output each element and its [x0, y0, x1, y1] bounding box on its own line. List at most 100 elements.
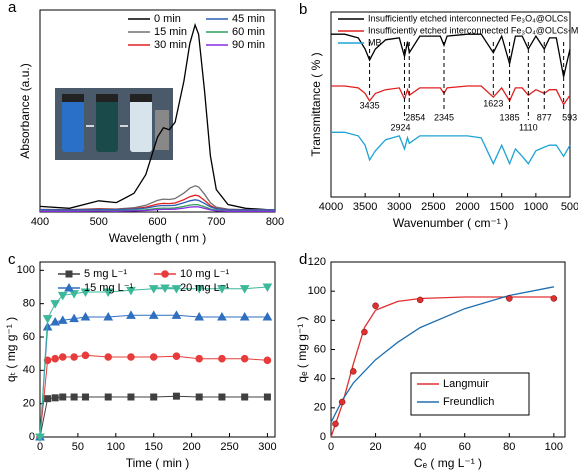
panel-label: d	[299, 251, 307, 268]
legend-label: Insufficiently etched interconnected Fe₃…	[368, 25, 578, 35]
x-tick-label: 4000	[319, 201, 343, 213]
marker	[240, 354, 249, 363]
marker	[127, 393, 135, 401]
legend-label: 45 min	[232, 13, 265, 25]
peak-label: 1623	[483, 98, 503, 108]
marker	[171, 310, 182, 319]
inset-photo	[55, 88, 173, 160]
peak-label: 2924	[390, 122, 410, 132]
legend-label: 0 min	[154, 13, 181, 25]
x-axis-label: Cₑ ( mg L⁻¹ )	[414, 456, 482, 470]
marker	[69, 290, 79, 299]
marker	[103, 311, 114, 321]
marker	[263, 356, 272, 365]
y-tick-label: 60	[23, 331, 35, 343]
y-tick-label: 80	[314, 314, 326, 326]
series-line	[39, 314, 268, 438]
marker	[80, 311, 91, 321]
marker	[172, 392, 180, 400]
y-tick-label: 20	[314, 402, 326, 414]
marker	[57, 291, 68, 301]
marker	[194, 285, 205, 294]
y-tick-label: 100	[17, 264, 35, 276]
y-axis-label: qₜ ( mg g⁻¹ )	[4, 317, 18, 382]
x-tick-label: 300	[258, 441, 276, 453]
marker	[262, 311, 273, 321]
marker	[126, 310, 136, 319]
x-tick-label: 100	[107, 441, 125, 453]
marker	[239, 311, 250, 321]
marker	[262, 283, 273, 293]
marker	[35, 433, 45, 443]
marker	[44, 395, 52, 403]
y-tick-label: 80	[23, 298, 35, 310]
plot-frame	[330, 11, 571, 198]
marker	[42, 315, 53, 324]
marker	[126, 286, 136, 296]
y-tick-label: 0	[29, 431, 35, 443]
data-point	[372, 302, 379, 309]
marker	[263, 393, 271, 401]
marker	[195, 393, 203, 401]
data-point	[338, 398, 346, 406]
data-point	[550, 295, 558, 302]
marker	[217, 285, 227, 294]
marker	[148, 310, 159, 319]
data-point	[361, 328, 368, 336]
panel-label: c	[8, 251, 16, 268]
marker	[51, 354, 59, 363]
series-line	[330, 296, 554, 438]
peak-label: 1110	[519, 122, 538, 132]
y-tick-label: 20	[23, 398, 35, 410]
legend-label: 15 min	[154, 26, 187, 38]
y-tick-label: 60	[314, 343, 326, 355]
series-line	[331, 131, 571, 166]
data-point	[350, 368, 357, 375]
peak-label: 877	[537, 112, 552, 122]
legend-label: Insufficiently etched interconnected Fe₃…	[368, 13, 568, 23]
legend-label: Freundlich	[443, 396, 494, 408]
marker	[218, 393, 226, 401]
marker	[172, 352, 181, 360]
x-axis-label: Time ( min )	[126, 456, 190, 470]
x-tick-label: 600	[148, 216, 166, 228]
x-tick-label: 80	[503, 441, 515, 453]
series-line	[39, 286, 268, 438]
peak-label: 2345	[434, 112, 454, 122]
legend-label: 5 mg L⁻¹	[84, 268, 127, 280]
marker	[194, 311, 205, 321]
marker	[51, 394, 59, 402]
peak-label: 593	[562, 112, 577, 122]
marker	[104, 393, 112, 401]
x-tick-label: 2000	[455, 201, 479, 213]
y-axis-label: Transmittance ( % )	[309, 52, 323, 156]
x-tick-label: 200	[182, 441, 200, 453]
legend-label: 60 min	[232, 26, 265, 38]
peak-label: 3435	[360, 100, 380, 110]
marker	[218, 354, 226, 363]
peak-label: 1385	[500, 112, 520, 122]
plot-frame	[330, 261, 566, 438]
marker	[239, 285, 250, 294]
x-tick-label: 3500	[353, 201, 377, 213]
x-tick-label: 400	[31, 216, 49, 228]
peak-label: 2854	[405, 112, 425, 122]
x-tick-label: 150	[145, 441, 163, 453]
marker	[59, 393, 67, 401]
marker	[127, 353, 135, 361]
marker	[65, 270, 73, 278]
x-tick-label: 0	[328, 441, 334, 453]
x-tick-label: 60	[459, 441, 471, 453]
series-line	[39, 395, 268, 438]
x-axis-label: Wavelength ( nm )	[109, 231, 207, 245]
series-line	[331, 33, 571, 77]
legend-label: 90 min	[232, 39, 265, 51]
y-axis-label: qₑ ( mg g⁻¹ )	[295, 316, 309, 382]
marker	[80, 288, 91, 298]
marker	[160, 284, 170, 294]
marker	[195, 354, 203, 363]
x-tick-label: 800	[266, 216, 284, 228]
data-point	[332, 420, 339, 428]
legend-label: 15 mg L⁻¹	[84, 282, 134, 294]
